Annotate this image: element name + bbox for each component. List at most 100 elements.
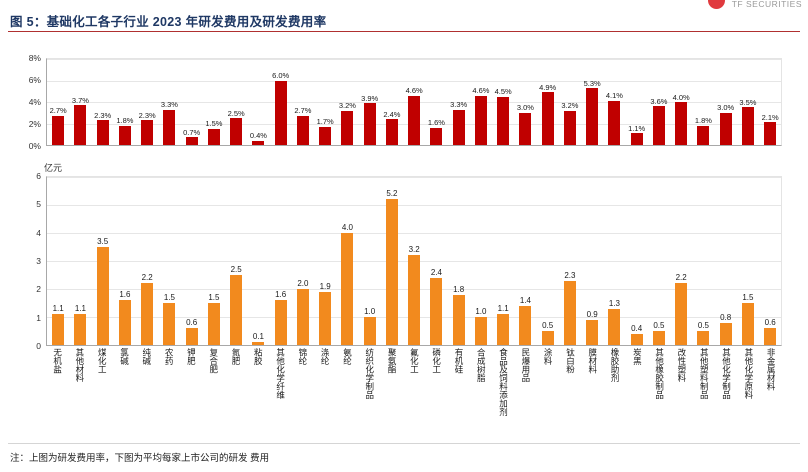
bar-value-label: 3.5 — [97, 237, 109, 246]
bar-column: 2.1% — [759, 59, 781, 145]
bar-column: 2.4 — [425, 177, 447, 345]
category-label-text: 氯碱 — [119, 348, 130, 365]
bar-value-label: 2.2 — [141, 273, 153, 283]
bar-column: 1.6% — [425, 59, 447, 145]
bar — [363, 317, 376, 345]
bar — [497, 314, 510, 345]
category-label-text: 食品及饲料添加剂 — [498, 348, 509, 416]
bar-value-label: 4.6% — [405, 86, 423, 96]
bar — [741, 107, 754, 145]
bar-value-label: 0.8 — [720, 312, 732, 322]
bar-value-label: 3.3% — [160, 100, 178, 110]
bar-column: 1.4 — [514, 177, 536, 345]
category-label-text: 复合肥 — [208, 348, 219, 374]
logo-mark-icon — [707, 0, 725, 9]
bar-value-label: 1.1 — [497, 304, 509, 314]
bar — [141, 120, 154, 145]
bar-value-label: 1.1 — [52, 304, 64, 314]
bar-column: 2.0 — [292, 177, 314, 345]
bar-value-label: 1.5% — [205, 119, 223, 129]
bar-column: 3.2% — [336, 59, 358, 145]
bar-value-label: 1.0 — [364, 307, 376, 316]
category-label: 炭黑 — [626, 348, 648, 436]
bar-value-label: 0.1 — [252, 332, 264, 342]
category-label: 煤化工 — [91, 348, 113, 436]
bar-column: 1.0 — [470, 177, 492, 345]
bar — [96, 120, 109, 145]
bar — [230, 118, 243, 145]
bar — [519, 305, 532, 345]
bar — [207, 303, 220, 345]
bar-value-label: 5.3% — [583, 78, 601, 88]
category-label: 氮肥 — [224, 348, 246, 436]
bar-value-label: 1.9 — [319, 281, 331, 291]
category-label-text: 橡胶助剂 — [610, 348, 621, 382]
category-label: 其他材料 — [68, 348, 90, 436]
category-label: 纺织化学制品 — [358, 348, 380, 436]
bar-column: 1.1% — [626, 59, 648, 145]
bar-column: 3.5% — [737, 59, 759, 145]
category-label: 聚氨酯 — [380, 348, 402, 436]
bar-value-label: 1.0 — [475, 307, 487, 316]
bar — [185, 328, 198, 345]
bar — [630, 333, 643, 345]
bar — [363, 103, 376, 145]
bar-value-label: 1.3 — [608, 298, 620, 308]
category-label: 农药 — [157, 348, 179, 436]
category-label-text: 其他化学纤维 — [275, 348, 286, 399]
bar — [675, 102, 688, 145]
bar-column: 0.4 — [626, 177, 648, 345]
bar-value-label: 0.5 — [542, 321, 554, 330]
bar-value-label: 1.1% — [628, 123, 646, 133]
category-label: 橡胶助剂 — [603, 348, 625, 436]
bar-value-label: 1.7% — [316, 117, 334, 127]
category-label-text: 聚氨酯 — [387, 348, 398, 374]
bar-column: 1.5% — [203, 59, 225, 145]
rate-chart-plot-area: 2.7% 3.7% 2.3% 1.8% 2.3% 3.3% 0.7% 1.5% 2.5% 0.4%… — [46, 58, 782, 146]
bar-value-label: 3.2% — [561, 101, 579, 111]
bar-column: 4.1% — [603, 59, 625, 145]
bar-value-label: 0.7% — [183, 127, 201, 137]
category-label: 粘胶 — [247, 348, 269, 436]
gridline — [47, 205, 781, 206]
category-label-text: 钛白粉 — [565, 348, 576, 374]
category-label-text: 其他材料 — [74, 348, 85, 382]
bar-value-label: 2.0 — [297, 279, 309, 288]
category-label-text: 纺织化学制品 — [364, 348, 375, 399]
bar — [608, 308, 621, 345]
category-label-text: 涂料 — [543, 348, 554, 365]
bar-value-label: 3.2 — [408, 245, 420, 255]
bar-value-label: 1.5 — [742, 293, 754, 302]
category-label: 锦纶 — [291, 348, 313, 436]
bar — [341, 110, 354, 145]
bar — [741, 303, 754, 345]
title-divider — [8, 31, 800, 32]
bar — [385, 119, 398, 145]
bar — [408, 95, 421, 145]
bar-column: 4.9% — [537, 59, 559, 145]
bar-column: 3.0% — [514, 59, 536, 145]
bar-value-label: 2.5 — [230, 265, 242, 274]
bar — [163, 109, 176, 145]
category-label: 其他化学原料 — [737, 348, 759, 436]
category-label-text: 民爆用品 — [520, 348, 531, 382]
bar-value-label: 2.1% — [761, 112, 779, 122]
bar-value-label: 2.2 — [675, 273, 687, 283]
bar-column: 1.3 — [603, 177, 625, 345]
category-label-text: 氟化工 — [409, 348, 420, 374]
bar-value-label: 3.6% — [650, 96, 668, 106]
bar-column: 2.2 — [136, 177, 158, 345]
category-label: 涂料 — [537, 348, 559, 436]
bar-column: 3.2% — [559, 59, 581, 145]
bar-column: 2.3% — [92, 59, 114, 145]
category-label: 合成树脂 — [470, 348, 492, 436]
bar-column: 4.0 — [336, 177, 358, 345]
bar-column: 0.9 — [581, 177, 603, 345]
bar-column: 0.7% — [181, 59, 203, 145]
bar-value-label: 2.3 — [564, 270, 576, 280]
bar-column: 3.7% — [69, 59, 91, 145]
bar-column: 0.6 — [181, 177, 203, 345]
category-label: 氯碱 — [113, 348, 135, 436]
bar-value-label: 1.8% — [116, 116, 134, 126]
